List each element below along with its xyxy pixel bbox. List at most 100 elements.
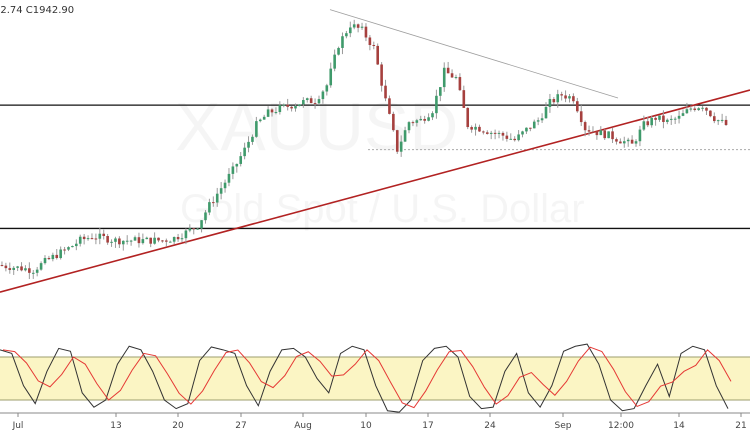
candle-body [724, 119, 728, 126]
candle-body [86, 238, 90, 240]
candle-body [200, 220, 203, 229]
candle-body [157, 237, 160, 241]
candle-body [192, 228, 196, 230]
candle-body [474, 126, 477, 130]
candle-body [133, 237, 137, 241]
candle-body [576, 101, 579, 112]
candle-body [693, 108, 697, 111]
candle-body [619, 141, 622, 144]
x-tick-label: 13 [110, 421, 121, 430]
candle-body [125, 240, 129, 242]
candle-body [599, 130, 603, 136]
candle-body [165, 240, 168, 242]
candle-body [333, 54, 336, 69]
candle-body [521, 131, 524, 135]
x-tick-label: 20 [172, 421, 184, 430]
candle-body [208, 202, 211, 213]
candle-body [302, 100, 305, 105]
candle-body [591, 131, 595, 133]
candle-body [666, 119, 669, 122]
candle-body [188, 228, 192, 231]
candle-body [669, 118, 673, 120]
candle-body [509, 138, 513, 140]
candle-body [47, 257, 51, 260]
candle-body [90, 238, 94, 240]
candle-body [345, 33, 348, 37]
candle-body [579, 111, 583, 123]
candle-body [689, 108, 693, 110]
candle-body [630, 139, 634, 144]
candle-body [564, 95, 567, 99]
candle-body [392, 113, 395, 131]
candle-body [638, 129, 642, 142]
candle-body [24, 268, 27, 271]
candle-body [568, 96, 571, 99]
candle-body [368, 37, 372, 46]
candle-body [709, 110, 712, 117]
watermark-description: Gold Spot / U.S. Dollar [180, 187, 585, 231]
candle-body [55, 254, 59, 259]
candle-body [278, 105, 282, 113]
candle-body [305, 98, 309, 101]
candle-body [255, 121, 258, 137]
stoch-band-fill [0, 357, 750, 400]
candle-body [78, 236, 82, 244]
candle-body [552, 99, 556, 103]
candle-body [685, 109, 689, 114]
candle-body [720, 119, 724, 121]
candle-body [290, 106, 293, 109]
candle-body [121, 240, 125, 245]
candle-body [262, 116, 266, 120]
candle-body [532, 121, 536, 129]
candle-body [161, 240, 164, 242]
candle-body [227, 173, 231, 183]
candle-body [51, 254, 55, 260]
candle-body [595, 131, 599, 136]
candle-body [360, 26, 364, 28]
candle-body [39, 263, 43, 270]
candle-body [650, 117, 653, 126]
candle-body [274, 112, 278, 114]
candle-body [325, 85, 329, 92]
candle-body [141, 239, 145, 244]
candle-body [572, 96, 575, 102]
candle-body [435, 95, 438, 114]
candle-body [35, 269, 39, 273]
candle-body [626, 139, 630, 142]
rising-trendline[interactable] [0, 89, 750, 293]
candle-body [556, 94, 560, 103]
candle-body [529, 127, 532, 129]
candle-body [677, 115, 681, 119]
candle-body [270, 109, 274, 113]
candle-body [470, 127, 473, 130]
candle-body [713, 116, 716, 122]
candle-body [403, 130, 407, 142]
candle-body [634, 141, 638, 144]
falling-trendline[interactable] [329, 9, 619, 99]
candle-body [372, 45, 376, 47]
candle-body [513, 138, 516, 141]
candle-body [8, 268, 12, 270]
candle-body [587, 130, 591, 132]
candle-body [94, 238, 98, 240]
candle-body [439, 87, 442, 96]
candle-body [12, 267, 15, 270]
ohlc-legend: 32.74 C1942.90 [0, 5, 75, 16]
candle-body [215, 193, 219, 203]
candle-body [309, 98, 313, 104]
candle-body [114, 238, 117, 242]
candle-body [411, 122, 415, 124]
candle-body [153, 237, 156, 244]
candle-body [431, 113, 434, 118]
candle-body [286, 104, 289, 107]
candle-body [313, 103, 317, 105]
candle-body [102, 233, 106, 237]
candle-body [548, 99, 552, 107]
candle-body [478, 126, 481, 132]
candle-body [540, 118, 544, 121]
candle-body [615, 139, 618, 142]
candle-body [352, 24, 356, 28]
candle-body [454, 77, 458, 79]
candle-body [137, 237, 141, 244]
